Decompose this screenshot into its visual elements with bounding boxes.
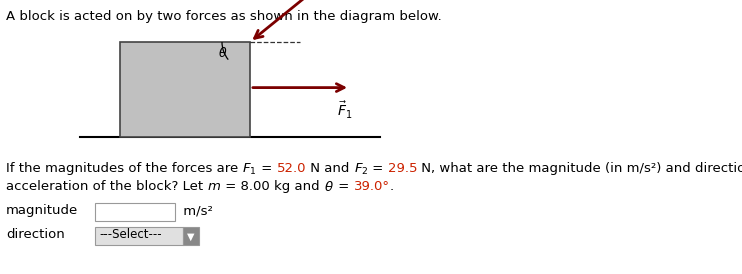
Text: magnitude: magnitude (6, 204, 78, 217)
Text: = 8.00 kg and: = 8.00 kg and (221, 180, 324, 193)
Text: =: = (334, 180, 354, 193)
Text: $F_2$: $F_2$ (354, 162, 368, 177)
Text: If the magnitudes of the forces are: If the magnitudes of the forces are (6, 162, 243, 175)
Text: direction: direction (6, 228, 65, 241)
Text: =: = (257, 162, 277, 175)
Text: N, what are the magnitude (in m/s²) and direction of the: N, what are the magnitude (in m/s²) and … (417, 162, 742, 175)
Text: $\vec{F}_1$: $\vec{F}_1$ (338, 100, 352, 121)
Text: m/s²: m/s² (179, 204, 213, 217)
Text: 29.5: 29.5 (388, 162, 417, 175)
Bar (183, 227, 199, 245)
Bar (120, 42, 250, 137)
Text: $\theta$: $\theta$ (324, 180, 334, 194)
Text: ---Select---: ---Select--- (99, 228, 162, 241)
Text: 52.0: 52.0 (277, 162, 306, 175)
Text: $\theta$: $\theta$ (218, 46, 227, 60)
Text: A block is acted on by two forces as shown in the diagram below.: A block is acted on by two forces as sho… (6, 10, 441, 23)
Text: N and: N and (306, 162, 354, 175)
Text: 39.0°: 39.0° (354, 180, 390, 193)
Bar (95, 227, 183, 245)
Text: $F_1$: $F_1$ (243, 162, 257, 177)
Text: $m$: $m$ (207, 180, 221, 193)
Text: .: . (390, 180, 394, 193)
Text: acceleration of the block? Let: acceleration of the block? Let (6, 180, 207, 193)
Text: =: = (368, 162, 388, 175)
Text: ▼: ▼ (187, 232, 194, 242)
Bar (95, 203, 175, 221)
